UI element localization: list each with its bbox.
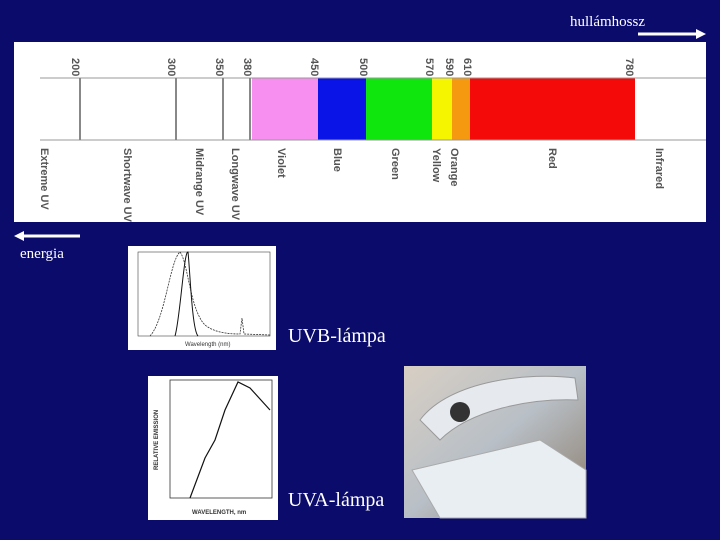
uvb-graph: Wavelength (nm) <box>128 246 276 350</box>
wavelength-value: 590 <box>443 58 455 76</box>
wavelength-value: 200 <box>69 58 81 76</box>
wavelength-value: 350 <box>213 58 225 76</box>
band-name: Yellow <box>430 148 442 183</box>
wavelength-value: 380 <box>241 58 253 76</box>
axis-label: Wavelength (nm) <box>185 342 230 348</box>
tanning-bed-photo <box>404 366 587 519</box>
curve <box>174 251 199 337</box>
arrow-head <box>696 29 706 39</box>
band-name: Extreme UV <box>38 148 50 210</box>
bed <box>411 439 587 519</box>
canopy <box>419 375 579 441</box>
band-name: Orange <box>448 148 460 187</box>
wavelength-value: 300 <box>165 58 177 76</box>
axis-label: RELATIVE EMISSION <box>154 410 160 470</box>
axis-label: WAVELENGTH, nm <box>192 510 246 516</box>
wavelength-value: 570 <box>423 58 435 76</box>
band-name: Infrared <box>653 148 665 189</box>
band <box>452 78 470 140</box>
curve <box>189 381 271 499</box>
band-name: Red <box>546 148 558 169</box>
energy-label: energia <box>20 246 64 262</box>
band <box>252 78 318 140</box>
graph-frame <box>137 251 271 337</box>
band <box>318 78 366 140</box>
band <box>366 78 432 140</box>
lamp-label: UVB-lámpa <box>288 325 386 347</box>
lamp <box>450 402 470 422</box>
lamp-label: UVA-lámpa <box>288 489 384 511</box>
band-name: Longwave UV <box>229 148 241 221</box>
wavelength-value: 610 <box>461 58 473 76</box>
band-name: Blue <box>331 148 343 172</box>
arrow-head <box>14 231 24 241</box>
band <box>470 78 635 140</box>
bands <box>40 77 706 141</box>
wavelength-value: 500 <box>357 58 369 76</box>
graph-frame <box>169 379 273 499</box>
band-name: Shortwave UV <box>121 148 133 223</box>
band-name: Green <box>389 148 401 180</box>
band-name: Midrange UV <box>193 148 205 216</box>
wavelength-label: hullámhossz <box>570 14 645 30</box>
band-name: Violet <box>275 148 287 178</box>
uva-graph: WAVELENGTH, nm RELATIVE EMISSION <box>148 376 278 520</box>
wavelength-value: 450 <box>308 58 320 76</box>
band <box>432 78 452 140</box>
wavelength-value: 780 <box>623 58 635 76</box>
